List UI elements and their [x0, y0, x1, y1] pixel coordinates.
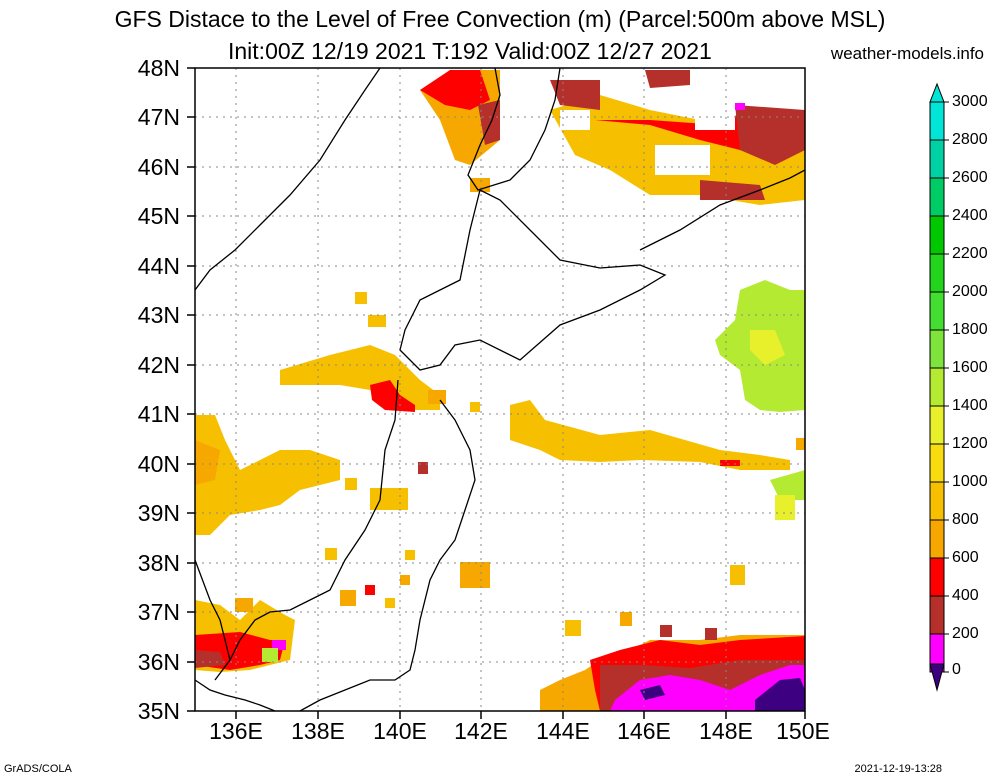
colorbar-label: 3000	[952, 93, 988, 110]
coast-honshu-east	[299, 399, 476, 711]
lon-label: 148E	[699, 718, 753, 744]
lat-label: 43N	[137, 302, 180, 328]
field-okhotsk-red	[420, 70, 490, 110]
colorbar-band	[929, 139, 945, 179]
field-ne-brown3	[645, 70, 690, 88]
field-east-green2	[750, 330, 785, 365]
tick-marks	[187, 67, 806, 719]
coast-kuril	[639, 169, 805, 251]
colorbar-top-arrow	[929, 82, 945, 103]
colorbar-band	[929, 101, 945, 141]
chart-subtitle: Init:00Z 12/19 2021 T:192 Valid:00Z 12/2…	[228, 38, 712, 64]
field-ne-brown2	[735, 105, 805, 165]
colorbar	[929, 82, 949, 692]
colorbar-band	[929, 595, 945, 635]
lat-label: 41N	[137, 401, 180, 427]
field-pacific-band	[510, 400, 790, 470]
field-sw-brown	[195, 650, 225, 668]
field-west-orange	[195, 415, 340, 535]
lon-label: 144E	[536, 718, 590, 744]
lat-label: 48N	[137, 55, 180, 81]
coast-sakhalin	[467, 68, 561, 191]
lfc-field	[195, 70, 805, 711]
lon-label: 138E	[291, 718, 345, 744]
colorbar-label: 2400	[952, 207, 988, 224]
colorbar-band	[929, 291, 945, 331]
map-frame	[194, 67, 806, 712]
lon-label: 142E	[454, 718, 508, 744]
lat-label: 35N	[137, 698, 180, 724]
field-japansea-orange	[280, 345, 440, 410]
field-pacific-band-red	[720, 460, 740, 466]
colorbar-label: 200	[952, 625, 979, 642]
colorbar-bottom-arrow	[929, 663, 945, 692]
lat-label: 36N	[137, 649, 180, 675]
coast-hokkaido	[399, 189, 667, 371]
coast-korea	[195, 559, 231, 661]
colorbar-band	[929, 557, 945, 597]
lon-label: 150E	[776, 718, 830, 744]
footer-credit: GrADS/COLA	[4, 763, 72, 775]
colorbar-label: 0	[952, 661, 961, 678]
colorbar-band	[929, 177, 945, 217]
field-east-green3	[770, 470, 805, 500]
colorbar-label: 1000	[952, 473, 988, 490]
colorbar-label: 2200	[952, 245, 988, 262]
colorbar-label: 1200	[952, 435, 988, 452]
site-credit: weather-models.info	[830, 44, 984, 63]
colorbar-label: 600	[952, 549, 979, 566]
lat-label: 47N	[137, 104, 180, 130]
lon-label: 136E	[209, 718, 263, 744]
colorbar-label: 400	[952, 587, 979, 604]
field-se-purple	[640, 685, 665, 700]
colorbar-label: 2800	[952, 131, 988, 148]
coast-korea-south	[195, 679, 276, 711]
colorbar-label: 2600	[952, 169, 988, 186]
lat-label: 40N	[137, 451, 180, 477]
lat-label: 39N	[137, 500, 180, 526]
lat-label: 42N	[137, 352, 180, 378]
field-west-orange2	[195, 440, 220, 485]
colorbar-band	[929, 405, 945, 445]
colorbar-band	[929, 443, 945, 483]
chart-title: GFS Distace to the Level of Free Convect…	[114, 6, 886, 32]
lat-label: 44N	[137, 253, 180, 279]
colorbar-label: 1600	[952, 359, 988, 376]
colorbar-band	[929, 481, 945, 521]
field-ne-brown4	[700, 180, 765, 200]
coastlines	[195, 68, 805, 711]
colorbar-label: 1800	[952, 321, 988, 338]
colorbar-band	[929, 367, 945, 407]
colorbar-band	[929, 253, 945, 293]
lat-label: 46N	[137, 154, 180, 180]
coast-honshu-west	[214, 379, 399, 681]
colorbar-label: 800	[952, 511, 979, 528]
coast-asia	[195, 68, 381, 291]
colorbar-label: 1400	[952, 397, 988, 414]
lon-label: 146E	[617, 718, 671, 744]
lat-label: 37N	[137, 599, 180, 625]
colorbar-band	[929, 519, 945, 559]
colorbar-band	[929, 215, 945, 255]
field-se-purple2	[755, 678, 805, 711]
footer-timestamp: 2021-12-19-13:28	[854, 763, 942, 775]
lat-label: 38N	[137, 550, 180, 576]
lon-label: 140E	[373, 718, 427, 744]
lat-label: 45N	[137, 203, 180, 229]
field-ne-brown	[550, 80, 600, 110]
field-japansea-red	[370, 380, 415, 412]
colorbar-label: 2000	[952, 283, 988, 300]
colorbar-band	[929, 329, 945, 369]
